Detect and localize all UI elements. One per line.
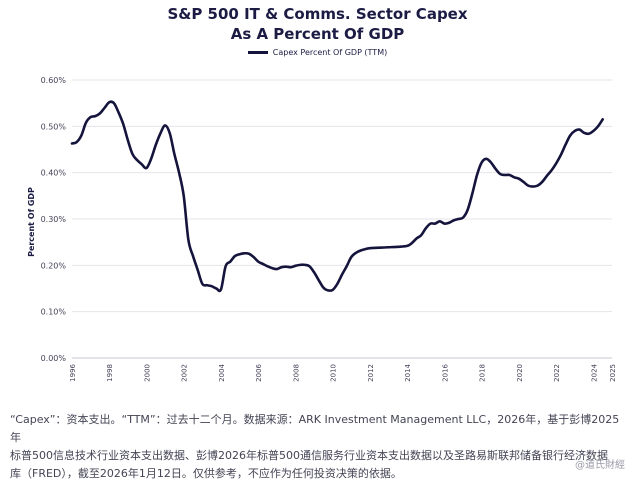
x-tick-label: 2024 xyxy=(590,363,598,381)
footnote-line-3: 库（FRED），截至2026年1月12日。仅供参考，不应作为任何投资决策的依据。 xyxy=(10,467,402,480)
x-tick-label: 1998 xyxy=(106,364,114,382)
series-points xyxy=(71,101,604,291)
y-tick-label: 0.50% xyxy=(41,122,67,131)
y-tick-label: 0.60% xyxy=(41,76,67,85)
x-tick-label: 2025 xyxy=(609,364,617,382)
footnote-line-1: “Capex”：资本支出。“TTM”：过去十二个月。数据来源：ARK Inves… xyxy=(10,413,620,444)
legend-label: Capex Percent Of GDP (TTM) xyxy=(272,48,388,57)
x-axis-ticks: 1996 1998 2000 2002 2004 2006 2008 2010 2012 2014… xyxy=(69,363,617,381)
x-tick-label: 2018 xyxy=(479,364,487,382)
y-tick-label: 0.10% xyxy=(41,308,67,317)
y-tick-label: 0.00% xyxy=(41,354,67,363)
x-tick-label: 2020 xyxy=(516,364,524,382)
chart-title: S&P 500 IT & Comms. Sector Capex xyxy=(167,5,468,23)
y-axis-label: Percent Of GDP xyxy=(27,187,36,257)
legend-swatch xyxy=(247,51,268,54)
x-tick-label: 2004 xyxy=(218,363,226,381)
x-tick-label: 2002 xyxy=(181,364,189,382)
x-tick-label: 2016 xyxy=(441,363,449,381)
gridlines xyxy=(72,79,612,359)
x-tick-label: 2012 xyxy=(367,364,375,382)
x-tick-label: 2014 xyxy=(404,363,412,381)
watermark: @道氏財經 xyxy=(575,460,625,471)
footnote-line-2: 标普500信息技术行业资本支出数据、彭博2026年标普500通信服务行业资本支出… xyxy=(10,449,608,462)
x-tick-label: 2022 xyxy=(553,364,561,382)
footnote: “Capex”：资本支出。“TTM”：过去十二个月。数据来源：ARK Inves… xyxy=(10,411,622,483)
x-tick-label: 2006 xyxy=(255,363,263,381)
chart-subtitle: As A Percent Of GDP xyxy=(230,25,405,43)
y-axis-ticks: 0.00% 0.10% 0.20% 0.30% 0.40% 0.50% 0.60% xyxy=(41,76,67,363)
y-tick-label: 0.30% xyxy=(41,215,67,224)
line-chart: 0.00% 0.10% 0.20% 0.30% 0.40% 0.50% 0.60% 1996… xyxy=(27,76,617,382)
x-tick-label: 1996 xyxy=(69,363,77,381)
y-tick-label: 0.40% xyxy=(41,169,67,178)
x-tick-label: 2000 xyxy=(143,364,151,382)
x-tick-label: 2008 xyxy=(292,364,300,382)
chart-legend: Capex Percent Of GDP (TTM) xyxy=(0,48,635,57)
x-tick-label: 2010 xyxy=(330,364,338,382)
series-line-capex xyxy=(70,100,604,293)
y-tick-label: 0.20% xyxy=(41,261,67,270)
